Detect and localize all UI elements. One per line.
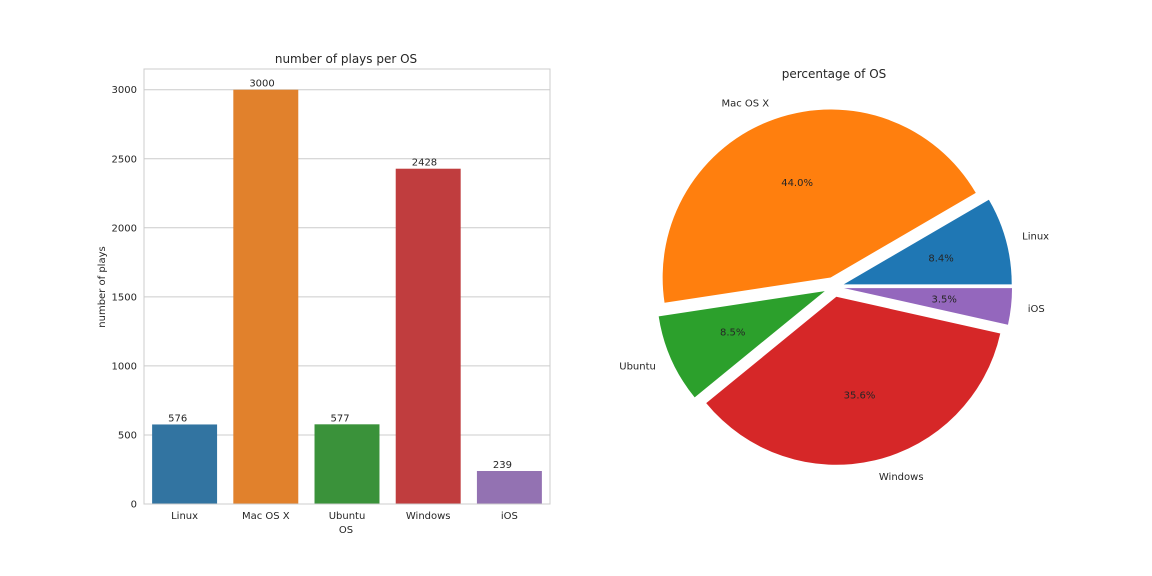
pie-chart: percentage of OS Linux Mac OS X Ubuntu Wind… xyxy=(619,67,1049,483)
pie-percent-labels: 8.4% 44.0% 8.5% 35.6% 3.5% xyxy=(720,178,957,401)
bar-x-axis-label: OS xyxy=(339,525,353,536)
bar-y-ticks: 0 500 1000 1500 2000 2500 3000 xyxy=(112,85,137,510)
bar-chart-title: number of plays per OS xyxy=(275,52,417,66)
pie-label-linux: Linux xyxy=(1022,232,1049,243)
y-tick-label: 2500 xyxy=(112,154,137,165)
bar-ubuntu xyxy=(314,424,380,504)
bar-series xyxy=(152,89,542,504)
bar-x-ticks: Linux Mac OS X Ubuntu Windows iOS xyxy=(171,511,518,522)
x-tick-label-windows: Windows xyxy=(406,511,451,522)
x-tick-label-mac-os-x: Mac OS X xyxy=(242,511,290,522)
bar-linux xyxy=(152,424,218,504)
pie-wedge-windows xyxy=(706,296,1001,465)
x-tick-label-linux: Linux xyxy=(171,511,198,522)
y-tick-label: 0 xyxy=(131,500,137,511)
y-tick-label: 500 xyxy=(118,430,137,441)
bar-value-label-linux: 576 xyxy=(168,413,187,424)
y-tick-label: 1000 xyxy=(112,361,137,372)
bar-windows xyxy=(395,168,461,504)
bar-chart: number of plays per OS 0 500 1000 1500 2000 2… xyxy=(97,52,551,536)
pie-percent-ubuntu: 8.5% xyxy=(720,327,745,338)
pie-wedge-ubuntu xyxy=(658,291,825,398)
pie-label-windows: Windows xyxy=(879,472,924,483)
pie-wedge-ios xyxy=(844,288,1013,325)
pie-wedge-mac-os-x xyxy=(662,109,976,303)
bar-plot-frame xyxy=(143,68,551,505)
pie-wedges xyxy=(658,109,1013,465)
bar-value-labels: 576 3000 577 2428 239 xyxy=(168,79,512,471)
x-tick-label-ios: iOS xyxy=(501,511,518,522)
pie-label-ubuntu: Ubuntu xyxy=(619,362,656,373)
bar-value-label-ios: 239 xyxy=(493,460,512,471)
bar-value-label-windows: 2428 xyxy=(412,158,437,169)
pie-labels: Linux Mac OS X Ubuntu Windows iOS xyxy=(619,99,1049,483)
bar-value-label-mac-os-x: 3000 xyxy=(249,79,274,90)
x-tick-label-ubuntu: Ubuntu xyxy=(329,511,366,522)
bar-value-label-ubuntu: 577 xyxy=(331,413,350,424)
pie-percent-windows: 35.6% xyxy=(844,390,876,401)
pie-label-mac-os-x: Mac OS X xyxy=(721,99,769,110)
bar-mac-os-x xyxy=(233,89,299,504)
y-tick-label: 2000 xyxy=(112,223,137,234)
pie-label-ios: iOS xyxy=(1028,304,1045,315)
bar-ios xyxy=(476,470,542,504)
pie-percent-ios: 3.5% xyxy=(932,295,957,306)
pie-percent-linux: 8.4% xyxy=(928,254,953,265)
y-tick-label: 1500 xyxy=(112,292,137,303)
y-tick-label: 3000 xyxy=(112,85,137,96)
pie-chart-title: percentage of OS xyxy=(782,67,887,81)
pie-percent-mac-os-x: 44.0% xyxy=(781,178,813,189)
pie-wedge-linux xyxy=(843,199,1012,285)
bar-y-axis-label: number of plays xyxy=(97,246,108,327)
